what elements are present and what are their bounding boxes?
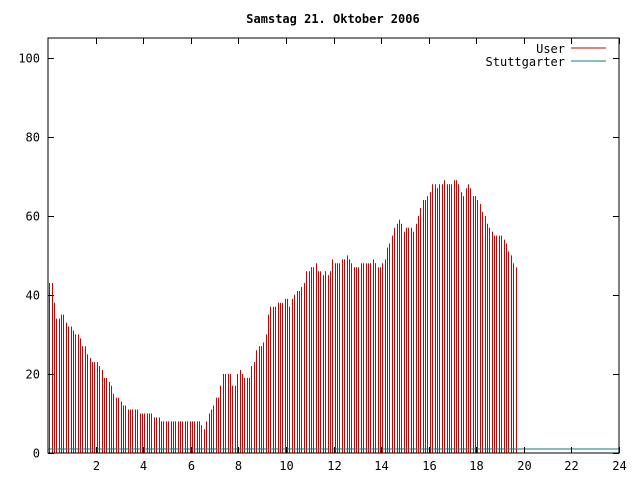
chart-title: Samstag 21. Oktober 2006	[246, 12, 419, 26]
y-tick-label: 20	[26, 368, 40, 382]
y-tick-label: 0	[33, 447, 40, 461]
y-tick-label: 100	[18, 52, 40, 66]
x-tick-label: 12	[327, 459, 341, 473]
x-tick-label: 20	[517, 459, 531, 473]
legend: User Stuttgarter	[486, 42, 606, 69]
y-tick-label: 60	[26, 210, 40, 224]
y-axis: 0 20 40 60 80 100	[18, 52, 619, 461]
plot-frame	[47, 37, 620, 454]
legend-label-user: User	[536, 42, 565, 56]
y-tick-label: 40	[26, 289, 40, 303]
x-tick-label: 16	[422, 459, 436, 473]
x-tick-label: 10	[279, 459, 293, 473]
x-tick-label: 6	[188, 459, 195, 473]
x-axis: 2 4 6 8 10 12 14 16 18 20 22 24	[93, 38, 627, 473]
legend-label-stuttgarter: Stuttgarter	[486, 55, 565, 69]
bars-group	[49, 180, 517, 453]
x-tick-label: 14	[374, 459, 388, 473]
x-tick-label: 22	[564, 459, 578, 473]
x-tick-label: 24	[612, 459, 626, 473]
x-tick-label: 8	[235, 459, 242, 473]
x-tick-label: 4	[140, 459, 147, 473]
y-tick-label: 80	[26, 131, 40, 145]
x-tick-label: 2	[93, 459, 100, 473]
x-tick-label: 18	[469, 459, 483, 473]
